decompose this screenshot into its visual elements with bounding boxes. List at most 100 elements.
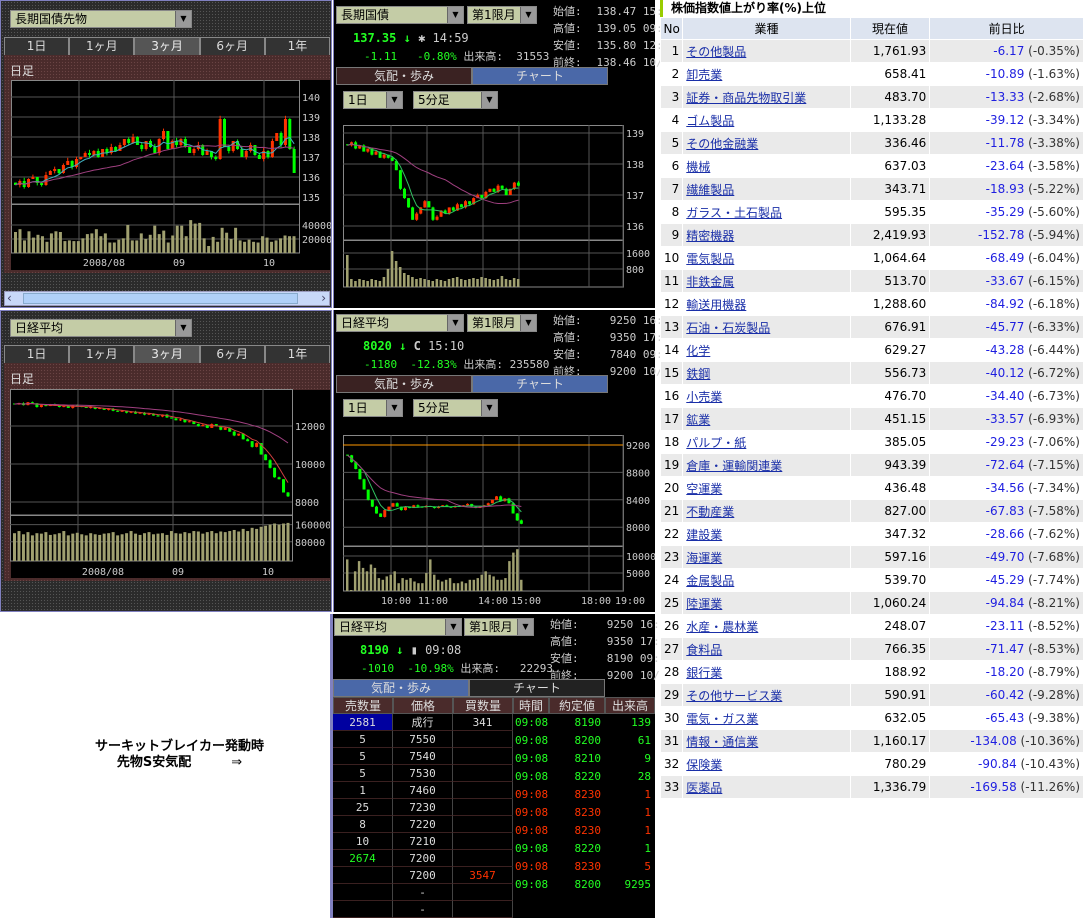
table-row: 25 陸運業 1,060.24 -94.84 (-8.21%) — [659, 591, 1084, 615]
sector-link[interactable]: 非鉄金属 — [686, 274, 735, 289]
tab-3m[interactable]: 3ヶ月 — [134, 37, 200, 55]
tab-1m[interactable]: 1ヶ月 — [69, 345, 135, 363]
sector-link[interactable]: 電気・ガス業 — [686, 711, 759, 726]
scroll-thumb[interactable] — [23, 293, 298, 304]
interval-select[interactable]: 5分足 ▼ — [413, 91, 498, 109]
range-select[interactable]: 1日 ▼ — [343, 91, 403, 109]
tab-chart[interactable]: チャート — [469, 679, 605, 697]
tab-1d[interactable]: 1日 — [4, 345, 70, 363]
tab-6m[interactable]: 6ヶ月 — [199, 37, 265, 55]
sector-link[interactable]: 空運業 — [686, 481, 723, 496]
sector-link[interactable]: 化学 — [686, 343, 711, 358]
tab-3m[interactable]: 3ヶ月 — [134, 345, 200, 363]
chevron-down-icon[interactable]: ▼ — [520, 7, 536, 23]
chevron-down-icon[interactable]: ▼ — [386, 400, 402, 416]
quote-value: 9250 — [609, 314, 637, 327]
tab-1y[interactable]: 1年 — [264, 37, 331, 55]
scroll-right-icon[interactable]: › — [321, 291, 326, 305]
tab-6m[interactable]: 6ヶ月 — [199, 345, 265, 363]
contract-select[interactable]: 第1限月 ▼ — [467, 6, 537, 24]
tab-quotes[interactable]: 気配・歩み — [333, 679, 469, 697]
sector-link[interactable]: 石油・石炭製品 — [686, 320, 771, 335]
horizontal-scrollbar[interactable]: ‹ › — [4, 291, 330, 306]
sector-link[interactable]: 銀行業 — [686, 665, 723, 680]
volume-bar — [365, 571, 369, 591]
sector-link[interactable]: 輸送用機器 — [686, 297, 747, 312]
candle-body — [129, 411, 133, 413]
volume-value: 31553 — [516, 50, 550, 63]
sector-link[interactable]: パルプ・紙 — [686, 435, 747, 450]
chevron-down-icon[interactable]: ▼ — [517, 619, 533, 635]
chevron-down-icon[interactable]: ▼ — [445, 619, 461, 635]
sector-link[interactable]: 卸売業 — [686, 67, 723, 82]
volume-bar — [398, 267, 402, 287]
volume-bar — [268, 524, 272, 561]
sector-link[interactable]: 水産・農林業 — [686, 619, 759, 634]
sector-link[interactable]: 鉱業 — [686, 412, 711, 427]
candle-body — [447, 207, 451, 214]
sector-link[interactable]: 建設業 — [686, 527, 723, 542]
sector-link[interactable]: その他金融業 — [686, 136, 759, 151]
candle-body — [147, 413, 151, 415]
chevron-down-icon[interactable]: ▼ — [447, 7, 463, 23]
sector-link[interactable]: 倉庫・運輸関連業 — [686, 458, 783, 473]
scroll-left-icon[interactable]: ‹ — [7, 291, 12, 305]
table-row: 33 医薬品 1,336.79 -169.58 (-11.26%) — [659, 775, 1084, 799]
candle-body — [227, 147, 231, 151]
sector-cell: 電気製品 — [682, 246, 851, 270]
sector-link[interactable]: 金属製品 — [686, 573, 735, 588]
instrument-select[interactable]: 日経平均 ▼ — [10, 319, 192, 337]
sector-link[interactable]: 機械 — [686, 159, 711, 174]
chevron-down-icon[interactable]: ▼ — [520, 315, 536, 331]
sector-link[interactable]: 小売業 — [686, 389, 723, 404]
candle-body — [362, 479, 366, 490]
candle-body — [268, 460, 272, 468]
tab-1d[interactable]: 1日 — [4, 37, 70, 55]
sector-link[interactable]: その他サービス業 — [686, 688, 783, 703]
sector-link[interactable]: 電気製品 — [686, 251, 735, 266]
chevron-down-icon[interactable]: ▼ — [175, 320, 191, 336]
volume-bar — [192, 531, 196, 561]
range-select[interactable]: 1日 ▼ — [343, 399, 403, 417]
instrument-select[interactable]: 日経平均 ▼ — [334, 618, 462, 636]
tab-1y[interactable]: 1年 — [264, 345, 331, 363]
volume-bar — [30, 535, 34, 561]
volume-bar — [94, 229, 98, 253]
sector-link[interactable]: 証券・商品先物取引業 — [686, 90, 807, 105]
chevron-down-icon[interactable]: ▼ — [481, 92, 497, 108]
sector-link[interactable]: 保険業 — [686, 757, 723, 772]
sector-link[interactable]: 繊維製品 — [686, 182, 735, 197]
table-row: 3 証券・商品先物取引業 483.70 -13.33 (-2.68%) — [659, 85, 1084, 109]
sector-link[interactable]: 食料品 — [686, 642, 723, 657]
chevron-down-icon[interactable]: ▼ — [386, 92, 402, 108]
sector-link[interactable]: ゴム製品 — [686, 113, 735, 128]
instrument-select[interactable]: 日経平均 ▼ — [336, 314, 464, 332]
change-pct: (-9.38%) — [1028, 711, 1080, 725]
change-value: -134.08 — [970, 734, 1017, 748]
sector-link[interactable]: 精密機器 — [686, 228, 735, 243]
sector-link[interactable]: 情報・通信業 — [686, 734, 759, 749]
tab-1m[interactable]: 1ヶ月 — [69, 37, 135, 55]
sector-link[interactable]: 不動産業 — [686, 504, 735, 519]
instrument-select[interactable]: 長期国債先物 ▼ — [10, 10, 192, 28]
instrument-select[interactable]: 長期国債 ▼ — [336, 6, 464, 24]
tab-quotes[interactable]: 気配・歩み — [336, 67, 472, 85]
contract-select[interactable]: 第1限月 ▼ — [467, 314, 537, 332]
volume-bar — [162, 230, 166, 253]
sector-link[interactable]: ガラス・土石製品 — [686, 205, 783, 220]
tab-chart[interactable]: チャート — [472, 375, 608, 393]
tab-quotes[interactable]: 気配・歩み — [336, 375, 472, 393]
chevron-down-icon[interactable]: ▼ — [175, 11, 191, 27]
interval-select[interactable]: 5分足 ▼ — [413, 399, 498, 417]
sector-link[interactable]: 陸運業 — [686, 596, 723, 611]
sector-link[interactable]: 海運業 — [686, 550, 723, 565]
sector-link[interactable]: その他製品 — [686, 44, 747, 59]
chevron-down-icon[interactable]: ▼ — [447, 315, 463, 331]
volume-bar — [36, 234, 40, 253]
tab-chart[interactable]: チャート — [472, 67, 608, 85]
contract-select[interactable]: 第1限月 ▼ — [464, 618, 534, 636]
sector-link[interactable]: 鉄鋼 — [686, 366, 711, 381]
chevron-down-icon[interactable]: ▼ — [481, 400, 497, 416]
price-tick-label: 136 — [626, 222, 644, 233]
sector-link[interactable]: 医薬品 — [686, 780, 723, 795]
